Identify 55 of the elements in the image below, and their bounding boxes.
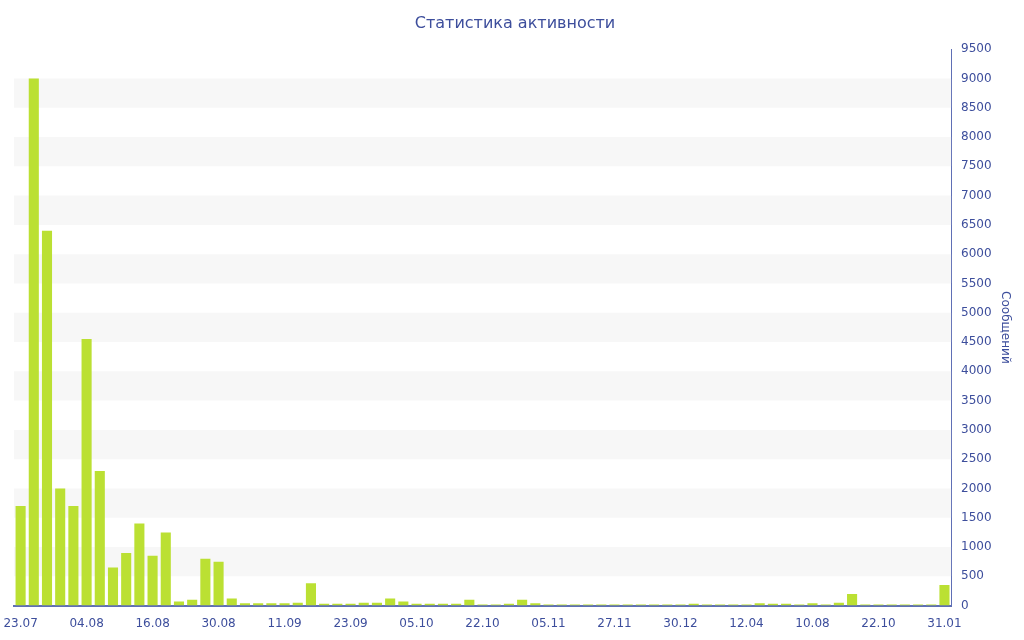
x-tick-label: 23.07	[3, 615, 38, 630]
y-tick-label: 0	[961, 597, 969, 612]
x-tick-label: 12.04	[729, 615, 764, 630]
bar	[41, 230, 53, 606]
x-tick-label: 22.10	[465, 615, 500, 630]
x-tick-label: 30.08	[201, 615, 236, 630]
x-tick-label: 11.09	[267, 615, 302, 630]
x-tick-label: 22.10	[861, 615, 896, 630]
bar	[939, 585, 950, 606]
bar	[121, 552, 132, 606]
y-tick-label: 8000	[961, 129, 992, 144]
x-tick-label: 05.11	[531, 615, 566, 630]
y-tick-label: 6500	[961, 217, 992, 232]
x-tick-label: 16.08	[135, 615, 170, 630]
y-tick-label: 4500	[961, 334, 992, 349]
bar	[807, 603, 818, 606]
chart-title: Статистика активности	[414, 12, 616, 32]
y-tick-label: 3000	[961, 422, 992, 437]
y-tick-label: 5000	[961, 304, 992, 319]
bar	[107, 567, 119, 606]
x-tick-label: 05.10	[399, 615, 434, 630]
y-tick-label: 1000	[961, 539, 992, 554]
bar	[28, 78, 39, 606]
y-tick-label: 3500	[961, 392, 992, 407]
y-tick-label: 7000	[961, 187, 992, 202]
bar	[147, 555, 158, 606]
x-tick-label: 30.12	[663, 615, 698, 630]
y-tick-label: 6000	[961, 246, 992, 261]
bar	[134, 523, 145, 606]
y-tick-label: 1500	[961, 509, 992, 524]
y-axis-title: Сообщений	[998, 291, 1013, 364]
bar	[15, 506, 26, 606]
bar	[160, 532, 171, 606]
bar	[81, 339, 92, 606]
bar	[305, 583, 316, 606]
x-tick-label: 10.08	[795, 615, 830, 630]
x-tick-label: 23.09	[333, 615, 368, 630]
y-tick-label: 4000	[961, 363, 992, 378]
y-tick-label: 500	[961, 568, 984, 583]
bar	[55, 488, 66, 606]
bar	[200, 558, 211, 606]
bar	[94, 470, 105, 606]
y-tick-label: 2000	[961, 480, 992, 495]
bar	[847, 593, 858, 606]
y-tick-label: 9500	[961, 41, 992, 56]
y-tick-label: 5500	[961, 275, 992, 290]
y-tick-label: 2500	[961, 451, 992, 466]
x-tick-label: 27.11	[597, 615, 632, 630]
y-tick-label: 7500	[961, 158, 992, 173]
y-tick-label: 9000	[961, 70, 992, 85]
bar	[213, 561, 224, 606]
bar	[68, 506, 79, 606]
x-tick-label: 31.01	[927, 615, 962, 630]
y-tick-label: 8500	[961, 99, 992, 114]
x-tick-label: 04.08	[69, 615, 104, 630]
